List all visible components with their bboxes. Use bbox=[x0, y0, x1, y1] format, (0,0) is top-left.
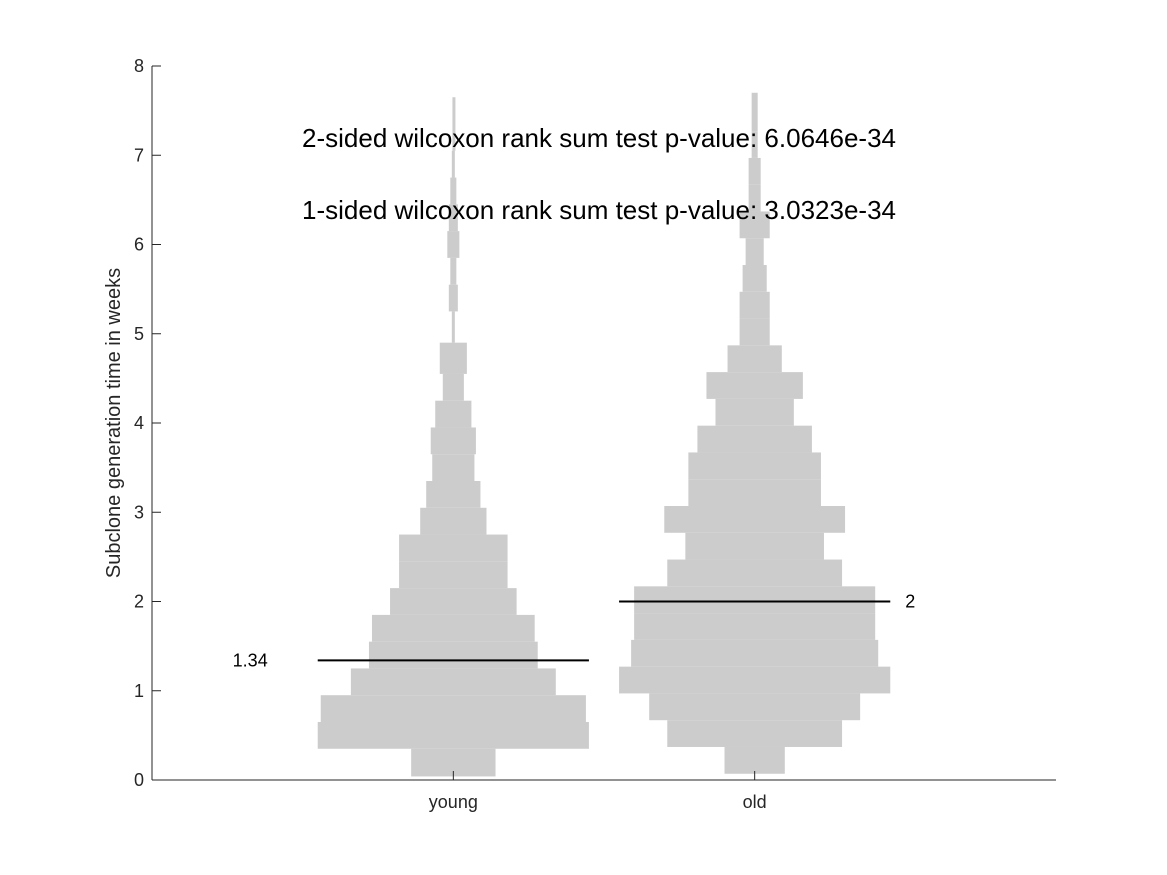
median-label-young: 1.34 bbox=[233, 650, 268, 670]
violin-bin-young-7 bbox=[399, 561, 508, 589]
violin-bin-old-12 bbox=[697, 425, 812, 453]
violin-bin-old-4 bbox=[631, 639, 879, 667]
violin-bin-young-19 bbox=[450, 257, 457, 285]
violin-bin-young-18 bbox=[448, 284, 458, 312]
violin-bin-old-14 bbox=[706, 372, 803, 399]
violin-bin-young-20 bbox=[447, 231, 460, 258]
axes bbox=[151, 66, 1056, 781]
y-tick-label: 8 bbox=[134, 56, 144, 76]
violin-bin-old-2 bbox=[649, 693, 861, 721]
violin-bin-old-8 bbox=[685, 532, 824, 560]
violin-bin-old-23 bbox=[751, 131, 758, 158]
annotation-one-sided: 1-sided wilcoxon rank sum test p-value: … bbox=[302, 195, 896, 225]
violin-bin-old-17 bbox=[739, 291, 770, 319]
violin-bin-old-9 bbox=[664, 506, 846, 533]
violin-bin-young-16 bbox=[439, 342, 467, 374]
y-tick-label: 4 bbox=[134, 413, 144, 433]
violin-bin-old-20 bbox=[739, 211, 770, 239]
violin-bin-old-21 bbox=[748, 184, 761, 212]
annotation-two-sided: 2-sided wilcoxon rank sum test p-value: … bbox=[302, 123, 896, 153]
violin-bin-old-24 bbox=[751, 92, 758, 132]
violin-bin-old-5 bbox=[634, 613, 876, 640]
violin-bin-young-2 bbox=[320, 695, 586, 722]
violin-bin-young-17 bbox=[451, 311, 455, 343]
violin-bin-young-9 bbox=[420, 507, 487, 535]
violin-bin-young-5 bbox=[371, 614, 535, 642]
violin-bin-young-13 bbox=[435, 400, 472, 428]
y-tick-label: 0 bbox=[134, 770, 144, 790]
violin-bin-young-12 bbox=[430, 427, 476, 455]
x-ticks: young old bbox=[429, 771, 767, 812]
violin-bin-old-0 bbox=[724, 746, 785, 774]
violin-bin-old-22 bbox=[748, 157, 761, 185]
violin-group bbox=[317, 92, 891, 777]
x-tick-label-old: old bbox=[743, 792, 767, 812]
violin-bin-old-19 bbox=[745, 238, 764, 266]
violin-bin-young-3 bbox=[350, 668, 556, 696]
violin-bin-old-7 bbox=[667, 559, 843, 587]
violin-bin-young-6 bbox=[390, 588, 517, 615]
y-tick-label: 6 bbox=[134, 235, 144, 255]
violin-bin-young-8 bbox=[399, 534, 508, 562]
y-ticks: 0 1 2 3 4 5 6 7 8 bbox=[134, 56, 161, 790]
x-tick-label-young: young bbox=[429, 792, 478, 812]
violin-bin-old-18 bbox=[742, 265, 767, 292]
violin-bin-young-23 bbox=[451, 150, 455, 178]
violin-bin-young-21 bbox=[448, 204, 458, 232]
y-tick-label: 1 bbox=[134, 681, 144, 701]
y-tick-label: 2 bbox=[134, 592, 144, 612]
violin-bin-old-13 bbox=[715, 398, 794, 426]
median-group: 1.34 2 bbox=[233, 592, 916, 671]
y-axis-label: Subclone generation time in weeks bbox=[103, 268, 125, 578]
y-tick-label: 3 bbox=[134, 502, 144, 522]
violin-bin-young-24 bbox=[452, 97, 456, 151]
violin-bin-young-11 bbox=[432, 454, 475, 482]
violin-bin-young-14 bbox=[442, 373, 464, 401]
y-tick-label: 7 bbox=[134, 145, 144, 165]
violin-bin-young-10 bbox=[426, 481, 481, 508]
median-label-old: 2 bbox=[905, 592, 915, 612]
violin-bin-old-16 bbox=[739, 318, 770, 346]
violin-bin-old-11 bbox=[688, 452, 821, 480]
violin-bin-old-10 bbox=[688, 479, 821, 507]
violin-bin-young-4 bbox=[368, 641, 538, 669]
y-tick-label: 5 bbox=[134, 324, 144, 344]
violin-bin-young-1 bbox=[317, 721, 589, 749]
violin-bin-old-6 bbox=[634, 586, 876, 614]
violin-bin-young-22 bbox=[450, 177, 457, 205]
violin-bin-old-1 bbox=[667, 720, 843, 747]
violin-bin-old-3 bbox=[619, 666, 891, 694]
violin-bin-old-15 bbox=[727, 345, 782, 373]
